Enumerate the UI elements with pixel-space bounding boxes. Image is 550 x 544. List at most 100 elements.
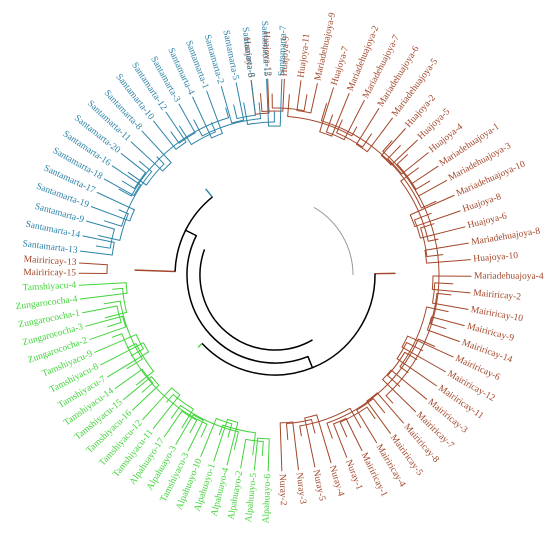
branch-arc — [201, 118, 261, 137]
branch-line — [122, 180, 135, 190]
branch-line — [415, 180, 431, 190]
branch-line — [200, 417, 217, 457]
leaf-label: Nuray-3 — [294, 472, 308, 505]
leaf-label: Tamshiyacu-4 — [22, 281, 76, 294]
branch-line — [78, 262, 108, 266]
branch-arc — [171, 387, 181, 396]
branch-arc — [409, 214, 416, 227]
branch-line — [130, 141, 164, 172]
leaf-label: Huajoya-12 — [261, 31, 273, 76]
branch-line — [418, 179, 448, 197]
branch-line — [380, 128, 406, 157]
branch-arc — [326, 338, 419, 424]
leaf-label: Huajoya-8 — [461, 192, 502, 215]
branch-line — [253, 437, 259, 471]
leaf-label: Alpahuayo-2 — [227, 470, 246, 521]
branch-line — [424, 242, 469, 251]
branch-line — [97, 235, 121, 241]
branch-line — [316, 414, 332, 464]
branch-line — [86, 220, 115, 230]
branch-arc — [130, 117, 229, 197]
branch-line — [187, 419, 204, 452]
branch-line — [382, 140, 393, 152]
branch-line — [407, 335, 454, 358]
branch-arc — [382, 369, 392, 380]
branch-line — [267, 78, 270, 114]
branch-line — [193, 119, 203, 137]
branch-arc — [286, 418, 312, 425]
branch-line — [118, 188, 132, 197]
leaf-label: Huajoya-10 — [473, 251, 519, 265]
branch-line — [163, 410, 183, 438]
branch-arc — [143, 342, 150, 353]
branch-line — [310, 418, 316, 434]
branch-line — [114, 368, 143, 389]
branch-line — [100, 342, 144, 366]
leaf-label: Alpahuayo-5 — [244, 472, 259, 523]
branch-line — [390, 369, 428, 400]
branch-arc — [261, 110, 283, 113]
branch-arc — [257, 437, 270, 440]
branch-arc — [414, 219, 421, 239]
branch-line — [153, 120, 177, 150]
branch-arc — [399, 306, 428, 367]
branch-line — [260, 93, 263, 113]
leaf-labels: Huajoya-3 Huajoya-12 Huajoya-9 Huajoya-11 Ma… — [15, 11, 544, 523]
leaf-label: Santamarta-15 — [259, 21, 271, 77]
branch-line — [310, 83, 318, 114]
leaf-label: Nuray-4 — [327, 464, 346, 497]
branch-line — [227, 423, 233, 438]
branch-arc — [122, 288, 128, 313]
branch-arc — [125, 282, 128, 294]
branch-line — [135, 370, 155, 386]
branch-arc — [431, 276, 434, 290]
branch-line — [112, 333, 123, 338]
backbone-arc — [186, 235, 309, 364]
branch-line — [376, 392, 404, 424]
branch-line — [396, 358, 438, 387]
branch-line — [141, 130, 172, 164]
branch-line — [192, 96, 213, 139]
leaf-label: Mariadehuajoya-8 — [471, 226, 542, 247]
leaf-label: Mairiricay-15 — [23, 268, 76, 278]
branch-line — [175, 414, 194, 445]
branch-arc — [356, 143, 368, 153]
branch-line — [103, 178, 135, 197]
branch-line — [414, 212, 432, 221]
leaf-label: Nuray-5 — [310, 469, 326, 502]
branch-line — [178, 103, 196, 134]
branch-line — [345, 417, 363, 452]
branch-line — [333, 423, 348, 458]
branch-line — [267, 438, 270, 472]
branch-line — [366, 400, 391, 434]
branch-arc — [326, 131, 345, 141]
branch-line — [419, 226, 466, 239]
branch-arc — [287, 116, 353, 137]
leaf-label: Huajoya-3 — [241, 37, 256, 78]
branch-line — [189, 419, 198, 434]
branch-line — [356, 409, 378, 444]
branch-line — [427, 238, 439, 242]
branch-line — [220, 85, 233, 124]
branch-line — [142, 387, 173, 421]
branch-line — [299, 425, 302, 437]
branch-line — [319, 87, 334, 133]
branch-line — [287, 94, 290, 118]
branch-line — [112, 287, 124, 290]
branch-line — [261, 441, 264, 457]
branch-line — [120, 152, 147, 174]
branch-line — [349, 407, 362, 428]
branch-line — [279, 78, 283, 127]
branch-line — [366, 406, 376, 420]
branch-line — [170, 404, 182, 419]
branch-line — [404, 351, 418, 360]
branch-arc — [299, 407, 351, 427]
branch-line — [336, 119, 343, 134]
branch-line — [178, 125, 192, 146]
branch-line — [420, 223, 435, 229]
branch-line — [372, 398, 386, 414]
branch-line — [107, 322, 122, 328]
branch-line — [85, 315, 123, 327]
